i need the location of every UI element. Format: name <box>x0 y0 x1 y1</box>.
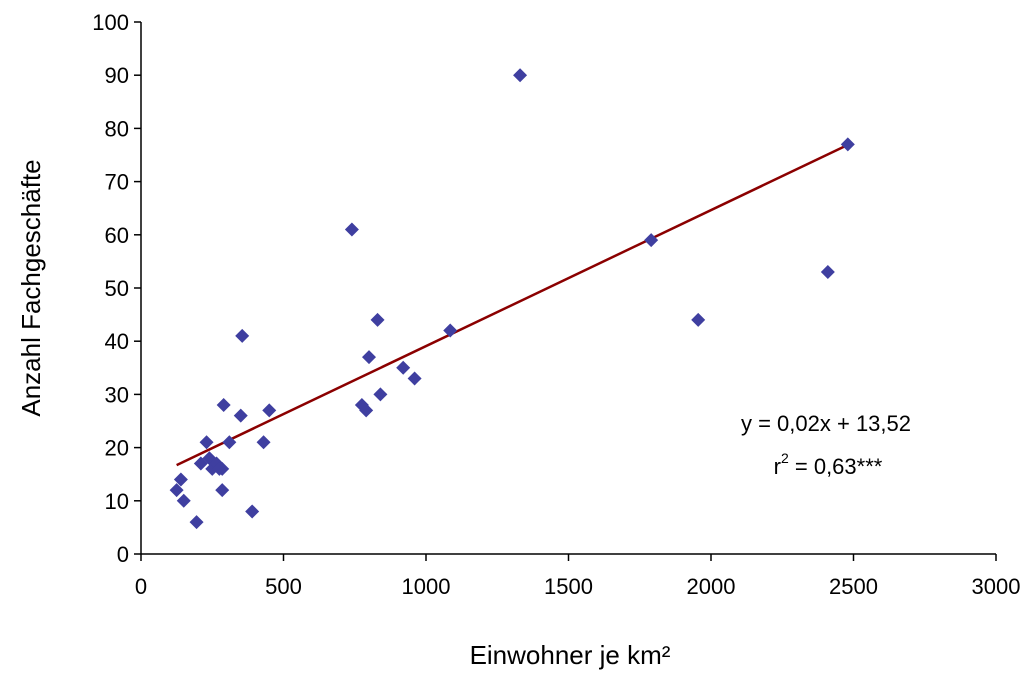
r-squared-label: r2 = 0,63*** <box>774 450 883 479</box>
y-tick-label: 60 <box>105 223 129 248</box>
r-squared-symbol: r <box>774 454 781 479</box>
y-tick-label: 20 <box>105 436 129 461</box>
y-tick-label: 0 <box>117 542 129 567</box>
data-point <box>189 515 204 530</box>
x-tick-label: 3000 <box>972 574 1021 599</box>
data-point <box>513 68 528 83</box>
data-point <box>222 435 237 450</box>
x-tick-label: 1000 <box>402 574 451 599</box>
data-point <box>644 233 659 248</box>
y-tick-label: 70 <box>105 170 129 195</box>
data-point <box>199 435 214 450</box>
y-tick-label: 30 <box>105 382 129 407</box>
data-point <box>216 398 231 413</box>
axes <box>134 21 997 561</box>
r-squared-superscript: 2 <box>781 450 789 466</box>
data-point <box>359 403 374 418</box>
x-tick-label: 2500 <box>829 574 878 599</box>
x-tick-label: 0 <box>135 574 147 599</box>
y-tick-label: 50 <box>105 276 129 301</box>
trendline-equation: y = 0,02x + 13,52 <box>741 411 911 436</box>
x-tick-label: 2000 <box>687 574 736 599</box>
data-point <box>256 435 271 450</box>
data-point <box>396 360 411 375</box>
data-point <box>373 387 388 402</box>
y-tick-label: 10 <box>105 489 129 514</box>
y-tick-label: 40 <box>105 329 129 354</box>
data-point <box>407 371 422 386</box>
r-squared-value: = 0,63*** <box>789 454 883 479</box>
data-point <box>370 312 385 327</box>
x-tick-label: 500 <box>265 574 302 599</box>
data-point <box>262 403 277 418</box>
data-point <box>235 328 250 343</box>
data-point <box>245 504 260 519</box>
y-tick-label: 80 <box>105 116 129 141</box>
data-point <box>169 483 184 498</box>
data-point <box>443 323 458 338</box>
data-point <box>176 493 191 508</box>
y-tick-label: 100 <box>92 10 129 35</box>
data-points <box>169 68 855 530</box>
data-point <box>840 137 855 152</box>
data-point <box>820 265 835 280</box>
data-point <box>215 461 230 476</box>
x-axis-title: Einwohner je km² <box>470 640 671 670</box>
data-point <box>362 350 376 365</box>
data-point <box>233 408 248 423</box>
data-point <box>173 472 188 487</box>
data-point <box>215 483 230 498</box>
trendline <box>176 143 849 467</box>
y-tick-label: 90 <box>105 63 129 88</box>
data-point <box>344 222 359 237</box>
data-point <box>691 312 706 327</box>
x-tick-label: 1500 <box>544 574 593 599</box>
y-axis-title: Anzahl Fachgeschäfte <box>16 159 46 416</box>
